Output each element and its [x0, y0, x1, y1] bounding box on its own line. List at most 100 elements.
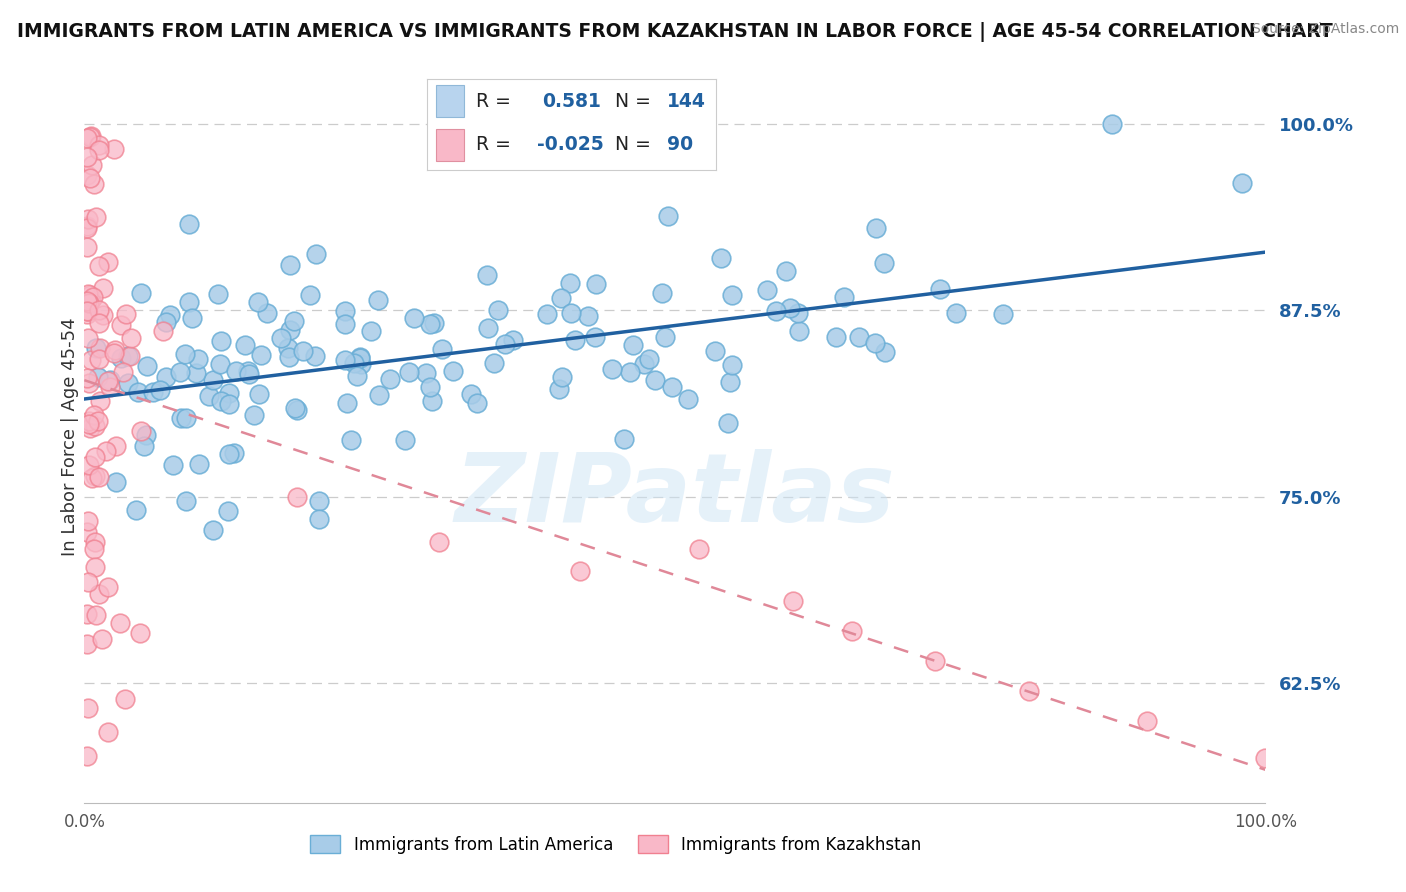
Point: [131, 424, 153, 438]
Point: [94, 444, 117, 458]
Point: [84, 608, 107, 623]
Point: [1018, 683, 1040, 698]
Point: [256, 306, 278, 320]
Point: [117, 349, 139, 363]
Point: [367, 293, 389, 308]
Point: [91, 632, 114, 646]
Point: [98, 373, 121, 387]
Point: [76, 168, 98, 182]
Point: [84, 210, 107, 224]
Point: [488, 302, 510, 317]
Point: [278, 259, 301, 273]
Point: [152, 324, 174, 338]
Point: [84, 534, 107, 549]
Point: [110, 351, 132, 365]
Point: [787, 324, 810, 338]
Point: [87, 259, 110, 273]
Point: [378, 372, 401, 386]
Point: [246, 294, 269, 309]
Point: [114, 691, 136, 706]
Point: [238, 367, 260, 381]
Point: [398, 365, 420, 379]
Point: [110, 318, 132, 333]
Point: [209, 393, 232, 408]
Point: [83, 541, 105, 556]
Point: [87, 303, 110, 318]
Point: [787, 305, 810, 319]
Point: [1254, 751, 1277, 765]
Point: [865, 221, 887, 235]
Point: [865, 335, 887, 350]
Point: [89, 587, 111, 601]
Point: [104, 475, 127, 490]
Point: [335, 317, 357, 331]
Point: [619, 365, 641, 379]
Point: [613, 432, 636, 446]
Point: [336, 396, 359, 410]
Point: [218, 447, 240, 461]
Point: [924, 654, 946, 668]
Point: [76, 749, 98, 764]
Point: [187, 457, 209, 471]
Point: [1101, 117, 1123, 131]
Point: [77, 286, 100, 301]
Point: [209, 334, 232, 348]
Point: [87, 143, 110, 157]
Point: [77, 376, 100, 390]
Point: [76, 219, 98, 233]
Point: [775, 264, 797, 278]
Point: [218, 385, 240, 400]
Point: [89, 341, 111, 355]
Point: [83, 178, 105, 192]
Point: [285, 403, 308, 417]
Point: [465, 396, 488, 410]
Point: [270, 331, 292, 345]
Point: [198, 389, 221, 403]
Point: [1136, 714, 1159, 728]
Point: [127, 385, 149, 400]
Point: [76, 304, 98, 318]
Point: [77, 514, 100, 528]
Point: [394, 433, 416, 447]
Point: [346, 369, 368, 384]
Point: [419, 379, 441, 393]
Point: [349, 350, 371, 364]
Point: [179, 218, 201, 232]
Point: [368, 387, 391, 401]
Point: [77, 211, 100, 226]
Point: [129, 625, 152, 640]
Point: [536, 307, 558, 321]
Point: [103, 142, 125, 156]
Point: [77, 575, 100, 590]
Point: [87, 316, 110, 330]
Point: [678, 392, 700, 406]
Point: [704, 343, 727, 358]
Point: [111, 365, 134, 379]
Point: [305, 246, 328, 260]
Point: [91, 281, 114, 295]
Point: [285, 490, 308, 504]
Point: [98, 380, 121, 394]
Point: [159, 308, 181, 322]
Point: [202, 373, 225, 387]
Point: [243, 408, 266, 422]
Point: [558, 276, 581, 290]
Point: [76, 240, 98, 254]
Point: [155, 370, 177, 384]
Point: [441, 364, 464, 378]
Point: [720, 375, 742, 389]
Point: [76, 331, 98, 345]
Point: [97, 580, 120, 594]
Point: [170, 410, 193, 425]
Point: [148, 383, 170, 397]
Point: [278, 351, 301, 365]
Point: [108, 615, 131, 630]
Point: [84, 341, 107, 355]
Point: [201, 524, 224, 538]
Legend: Immigrants from Latin America, Immigrants from Kazakhstan: Immigrants from Latin America, Immigrant…: [304, 829, 928, 860]
Point: [187, 352, 209, 367]
Point: [207, 287, 229, 301]
Point: [1230, 177, 1253, 191]
Point: [350, 357, 373, 371]
Point: [477, 268, 499, 283]
